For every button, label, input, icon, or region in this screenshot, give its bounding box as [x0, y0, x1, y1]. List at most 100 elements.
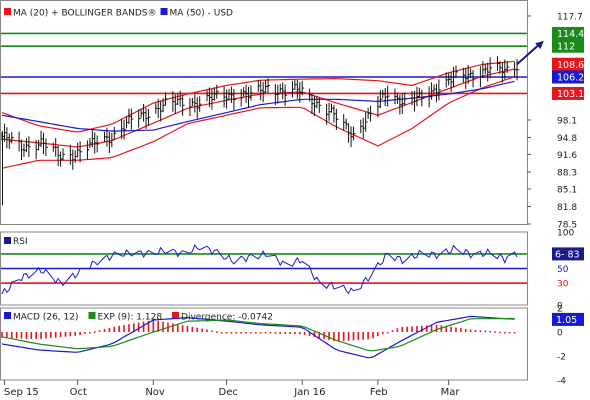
divergence-bar [113, 326, 116, 332]
macd-legend-label-0: MACD (26, 12) [13, 313, 79, 323]
price-tick-label: 91.6 [557, 151, 577, 161]
divergence-bar [118, 325, 120, 332]
macd-legend-label-2: Divergence: -0.0742 [181, 313, 273, 323]
divergence-bar [401, 327, 404, 332]
divergence-bar [74, 332, 77, 336]
divergence-bar [455, 327, 457, 332]
legend-swatch-0 [4, 8, 11, 15]
divergence-bar [201, 328, 203, 332]
divergence-bar [294, 332, 296, 335]
divergence-bar [362, 332, 365, 340]
divergence-bar [503, 331, 506, 334]
divergence-bar [137, 322, 140, 332]
divergence-bar [284, 332, 286, 334]
macd-legend-swatch-0 [4, 312, 11, 319]
price-tick-label: 81.8 [557, 203, 577, 213]
macd-legend-label-1: EXP (9): 1.128 [98, 313, 163, 323]
price-tick-label: 78.5 [557, 221, 577, 231]
divergence-bar [255, 332, 257, 334]
divergence-bar [186, 326, 189, 332]
divergence-bar [103, 329, 106, 332]
divergence-bar [240, 332, 242, 334]
legend-label-0: MA (20) + BOLLINGER BANDS® [13, 9, 157, 19]
price-label-1: 112 [557, 42, 575, 53]
divergence-bar [59, 332, 62, 338]
rsi-level-label-0: 50 [557, 265, 569, 275]
divergence-bar [274, 332, 277, 334]
divergence-bar [333, 332, 335, 342]
divergence-bar [25, 332, 28, 339]
x-tick-label: Nov [145, 387, 165, 398]
divergence-bar [225, 332, 228, 334]
divergence-bar [318, 332, 321, 338]
rsi-level-label-1: 30 [557, 280, 569, 290]
divergence-bar [460, 328, 462, 332]
divergence-bar [386, 332, 389, 334]
price-label-box-0 [552, 26, 584, 40]
price-label-4: 103.1 [557, 89, 584, 100]
divergence-bar [133, 323, 135, 332]
price-tick-label: 98.1 [557, 116, 577, 126]
price-tick-label: 85.1 [557, 185, 577, 195]
divergence-bar [489, 330, 491, 333]
divergence-bar [508, 332, 511, 334]
divergence-bar [416, 326, 418, 332]
divergence-bar [269, 332, 272, 334]
divergence-bar [445, 326, 448, 332]
divergence-bar [367, 332, 369, 340]
divergence-bar [308, 332, 311, 336]
divergence-bar [469, 329, 472, 332]
rsi-tick-label: 100 [557, 229, 574, 239]
rsi-panel: RSI 100 0 50 30 6- 83 [0, 229, 584, 312]
divergence-bar [513, 332, 516, 334]
divergence-bar [430, 325, 433, 332]
divergence-bar [338, 332, 340, 342]
divergence-bar [152, 320, 155, 332]
divergence-bar [211, 330, 213, 332]
divergence-bar [93, 331, 96, 333]
x-axis: Sep 15 Oct Nov Dec Jan 16 Feb Mar [3, 380, 461, 398]
divergence-bar [245, 332, 247, 334]
divergence-bar [20, 332, 23, 339]
divergence-bar [15, 332, 18, 339]
divergence-bar [235, 332, 238, 334]
divergence-bar [128, 324, 130, 332]
macd-legend-swatch-1 [88, 312, 96, 319]
divergence-bar [464, 328, 467, 332]
divergence-bar [220, 332, 223, 334]
price-tick-label: 94.8 [557, 134, 577, 144]
divergence-bar [79, 332, 81, 335]
divergence-bar [64, 332, 67, 337]
macd-value-label: 1.05 [556, 315, 577, 326]
divergence-bar [289, 332, 291, 335]
divergence-bar [440, 325, 443, 332]
divergence-bar [421, 325, 423, 332]
divergence-bar [35, 332, 37, 340]
divergence-bar [142, 321, 145, 332]
price-tick-label: 117.7 [557, 12, 583, 22]
divergence-bar [342, 332, 345, 342]
divergence-bar [206, 329, 208, 332]
macd-series-1 [1, 317, 515, 352]
divergence-bar [40, 332, 42, 339]
divergence-bar [54, 332, 57, 338]
legend-label-1: MA (50) - USD [170, 9, 234, 19]
rsi-legend-swatch [4, 237, 11, 244]
price-label-box-4 [552, 86, 584, 100]
price-label-2: 108.6 [557, 60, 584, 71]
divergence-bar [484, 330, 487, 333]
x-tick-label: Feb [370, 387, 388, 398]
divergence-bar [381, 332, 384, 335]
divergence-bar [372, 332, 374, 339]
divergence-bar [479, 330, 482, 332]
divergence-bar [162, 321, 164, 332]
rsi-line [1, 243, 518, 295]
divergence-bar [264, 332, 267, 334]
x-tick-label: Mar [441, 387, 461, 398]
divergence-bar [425, 325, 428, 332]
divergence-bar [406, 326, 408, 332]
macd-value-box [552, 312, 584, 326]
divergence-bar [474, 329, 477, 332]
price-label-3: 106.2 [557, 72, 584, 83]
divergence-bar [30, 332, 33, 339]
